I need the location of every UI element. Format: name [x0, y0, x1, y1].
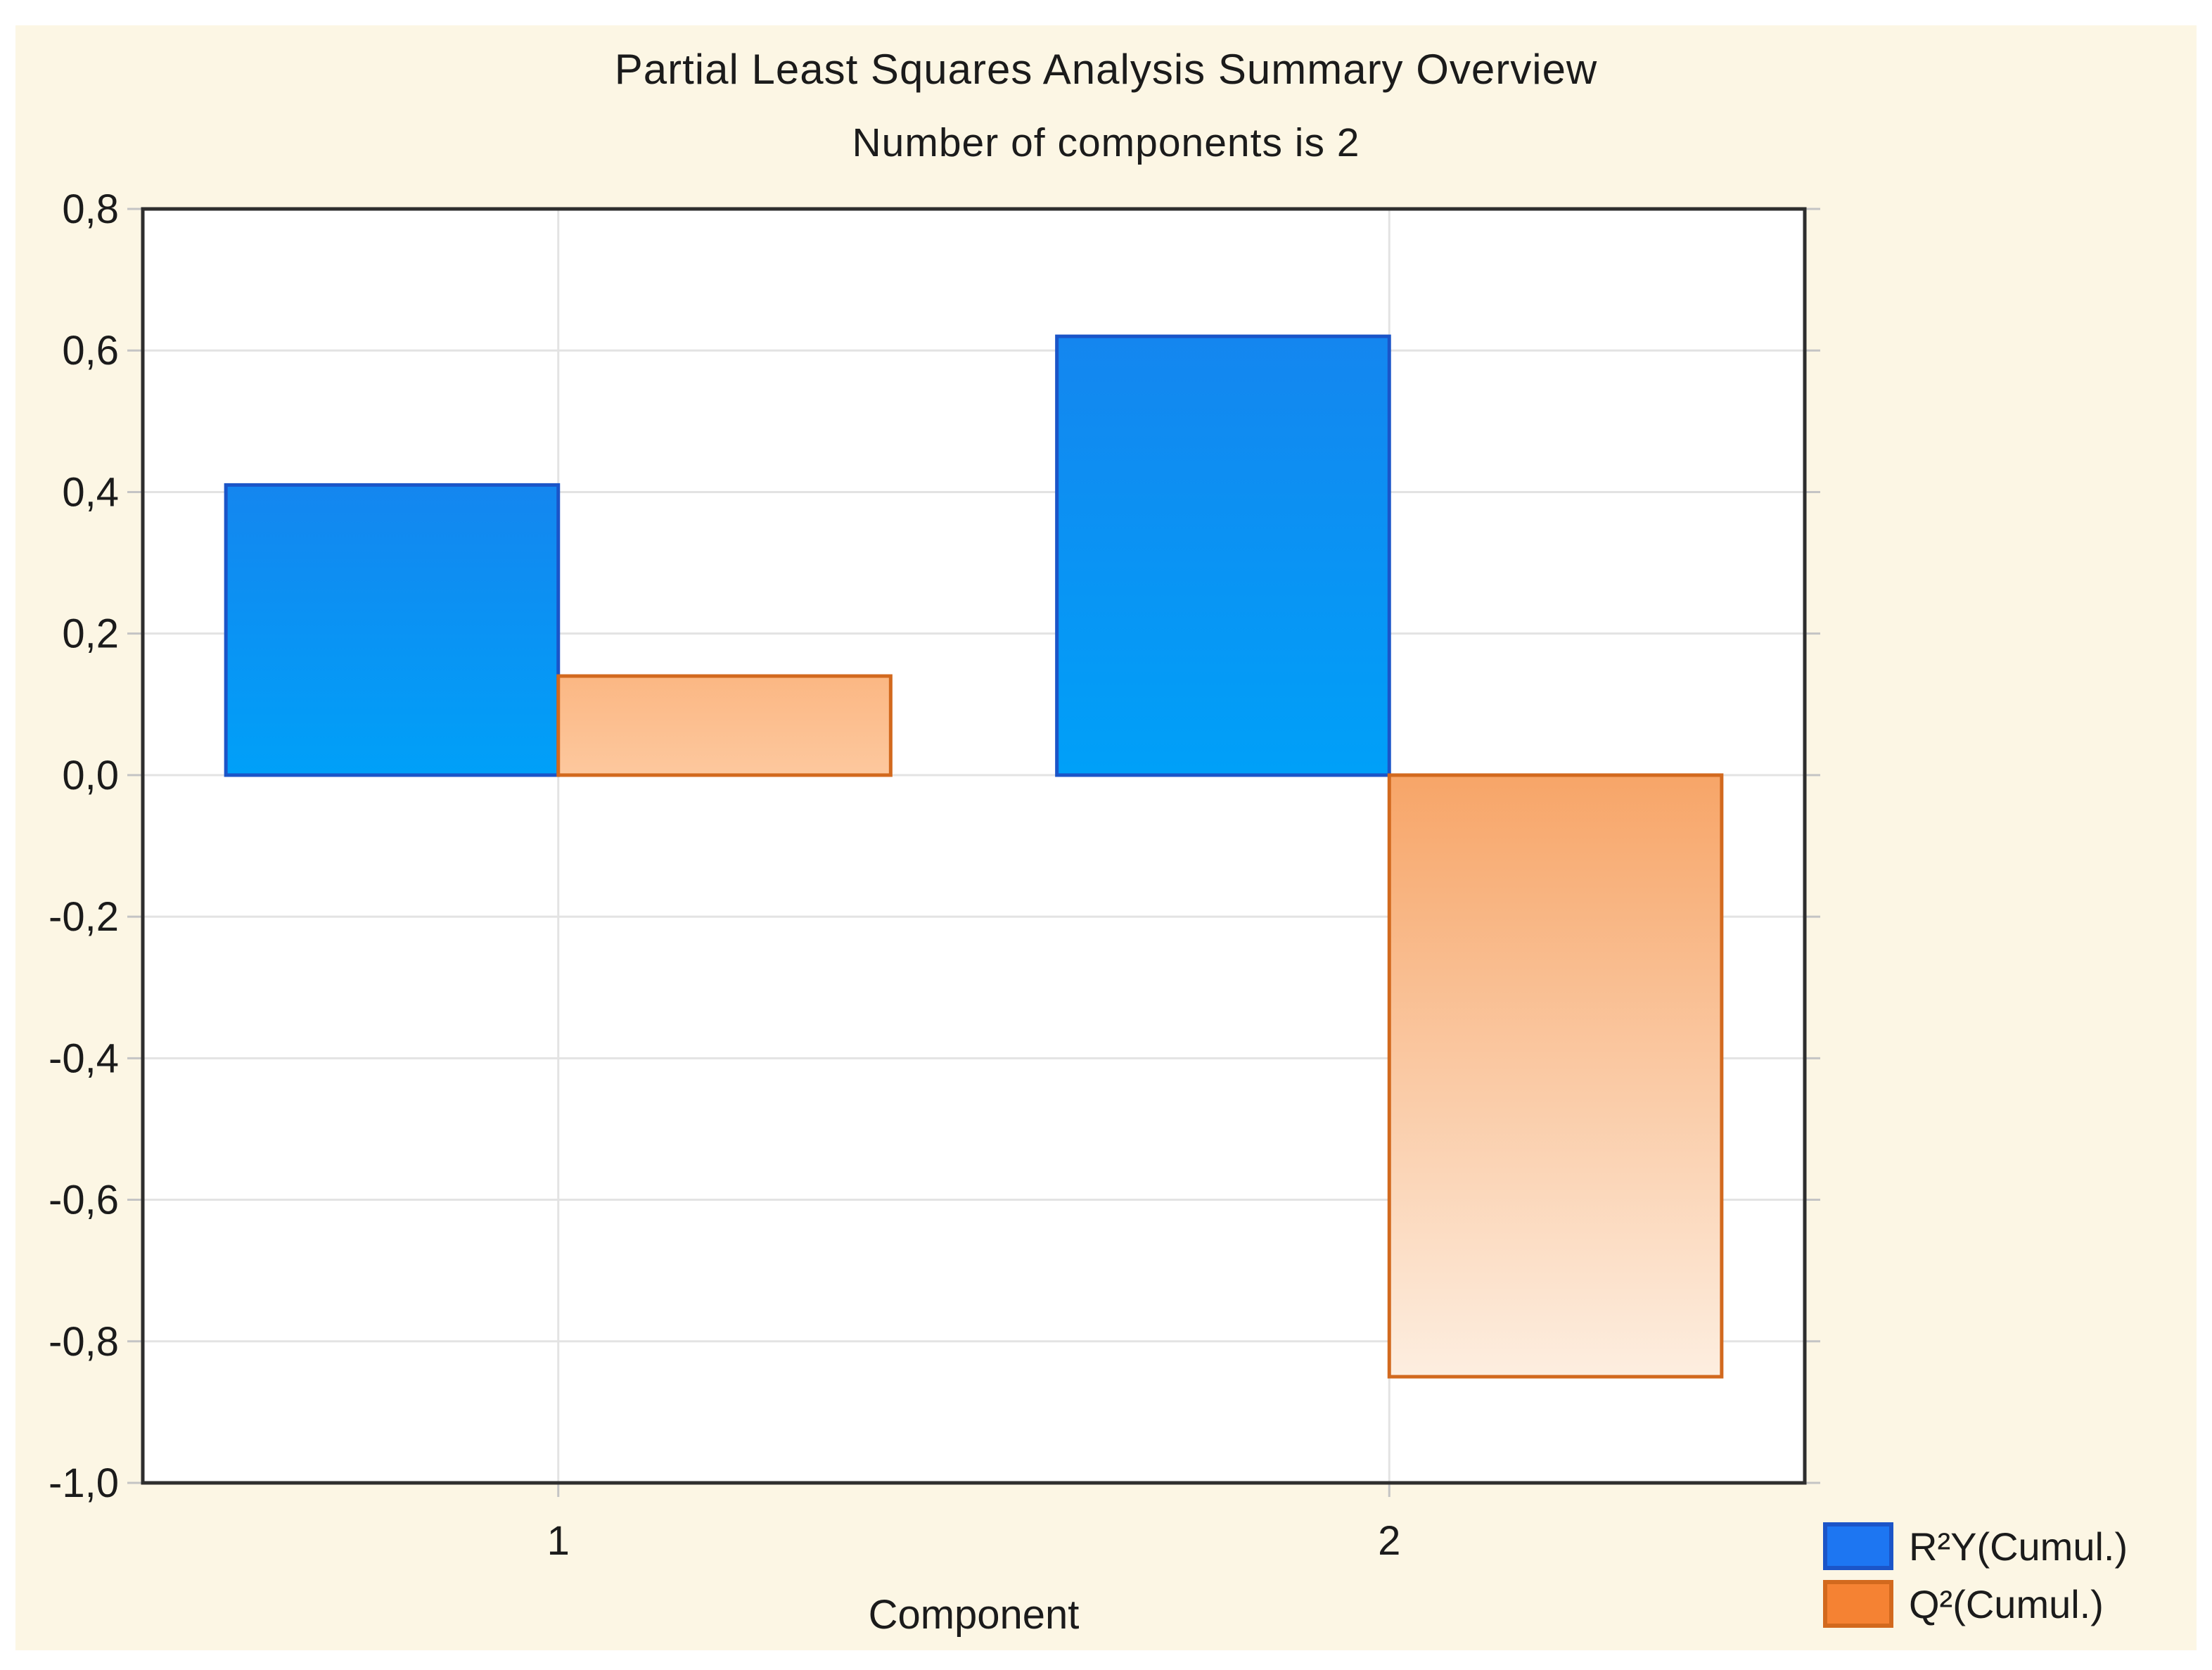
- y-tick-label: -0,6: [49, 1178, 119, 1223]
- bar-r2y-component-2: [1055, 334, 1391, 777]
- x-axis-title: Component: [868, 1592, 1080, 1638]
- legend-label-r2y: R²Y(Cumul.): [1909, 1524, 2128, 1569]
- legend-item-q2: Q²(Cumul.): [1823, 1580, 2128, 1628]
- y-tick-label: -0,2: [49, 894, 119, 940]
- x-tick-label: 1: [547, 1518, 570, 1564]
- x-tick-label: 2: [1378, 1518, 1400, 1564]
- y-tick-label: 0,6: [62, 328, 119, 374]
- legend: R²Y(Cumul.) Q²(Cumul.): [1823, 1522, 2128, 1628]
- legend-item-r2y: R²Y(Cumul.): [1823, 1522, 2128, 1570]
- y-tick-label: 0,2: [62, 611, 119, 657]
- legend-swatch-r2y: [1823, 1522, 1893, 1570]
- chart-subtitle: Number of components is 2: [852, 120, 1360, 165]
- plot-frame: [141, 207, 1807, 1485]
- bar-q2-component-1: [556, 674, 893, 777]
- y-tick-label: 0,8: [62, 186, 119, 232]
- y-tick-label: 0,4: [62, 469, 119, 515]
- y-tick-label: -1,0: [49, 1460, 119, 1506]
- bar-r2y-component-1: [224, 483, 561, 777]
- legend-label-q2: Q²(Cumul.): [1909, 1581, 2104, 1626]
- chart-title: Partial Least Squares Analysis Summary O…: [614, 46, 1598, 93]
- y-tick-label: -0,4: [49, 1035, 119, 1081]
- bar-q2-component-2: [1387, 773, 1724, 1379]
- legend-swatch-q2: [1823, 1580, 1893, 1628]
- y-tick-label: 0,0: [62, 753, 119, 798]
- y-tick-label: -0,8: [49, 1319, 119, 1365]
